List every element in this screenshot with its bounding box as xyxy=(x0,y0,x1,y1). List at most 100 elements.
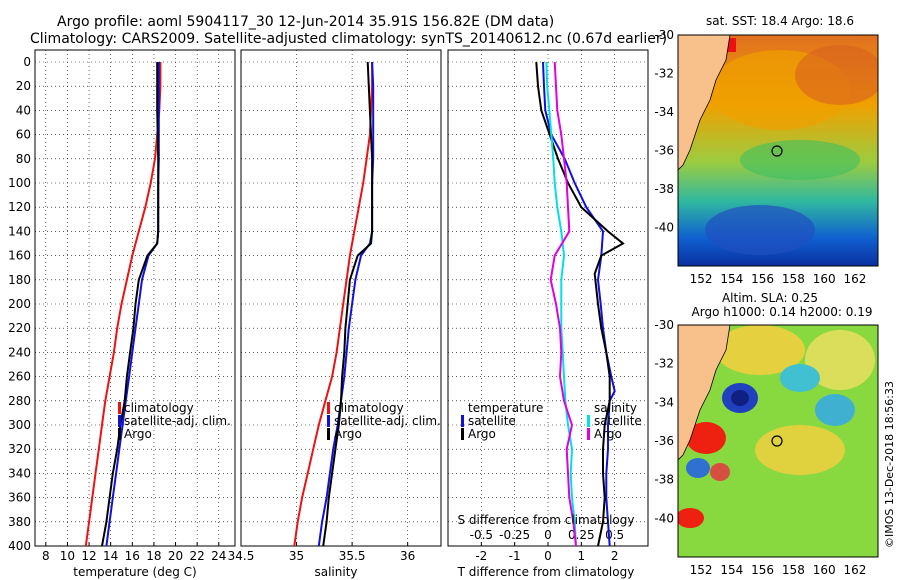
sla-high-patch xyxy=(715,325,805,375)
series-line-salinity-argo xyxy=(549,61,577,547)
series-line-climatology xyxy=(293,62,374,547)
x-tick-label: 24 xyxy=(211,549,226,563)
x-tick-label: 0 xyxy=(544,549,552,563)
s-tick-label: -0.25 xyxy=(499,528,530,542)
legend-label-argo: Argo xyxy=(124,427,152,441)
lat-tick-label: -30 xyxy=(654,318,674,332)
legend-label-t-argo: Argo xyxy=(468,427,496,441)
sla-map: Altim. SLA: 0.25 Argo h1000: 0.14 h2000:… xyxy=(654,291,879,577)
lat-tick-label: -40 xyxy=(654,221,674,235)
salinity-axes-frame xyxy=(240,49,442,547)
sla-low-patch xyxy=(686,458,710,478)
lat-tick-label: -34 xyxy=(654,105,674,119)
float-marker xyxy=(771,145,783,157)
legend-title-temperature: temperature xyxy=(468,401,543,415)
lon-tick-label: 152 xyxy=(690,272,713,286)
sst-lat-labels: -30 -32 -34 -36 -38 -40 xyxy=(654,28,674,235)
coastline xyxy=(678,35,731,171)
depth-tick-label: 120 xyxy=(8,200,31,214)
depth-tick-label: 340 xyxy=(8,466,31,480)
lat-tick-label: -36 xyxy=(654,144,674,158)
depth-tick-label: 40 xyxy=(16,103,31,117)
temperature-tick-labels: 8 10 12 14 16 18 20 22 24 xyxy=(42,549,226,563)
legend-label-satellite: satellite-adj. clim. xyxy=(334,414,441,428)
salinity-tick-labels: 34.5 35 35.5 36 xyxy=(228,549,416,563)
series-line-salinity-satellite xyxy=(545,61,577,547)
sst-cold-patch xyxy=(705,205,815,255)
series-line-temperature-argo xyxy=(535,61,625,547)
s-tick-label: -0.5 xyxy=(470,528,493,542)
temperature-xlabel: temperature (deg C) xyxy=(73,565,196,579)
land-mass xyxy=(678,35,730,170)
difference-panel: -2 -1 0 1 2 -0.5 -0.25 0 0.25 0.5 S difference f… xyxy=(447,49,649,579)
lon-tick-label: 156 xyxy=(751,563,774,577)
sla-map-frame xyxy=(677,324,879,558)
lon-tick-label: 162 xyxy=(843,563,866,577)
series-line-argo xyxy=(101,62,160,547)
legend-label-t-satellite: satellite xyxy=(468,414,516,428)
temperature-grid xyxy=(35,50,235,547)
lon-tick-label: 160 xyxy=(813,563,836,577)
sla-map-image xyxy=(678,325,878,557)
lat-tick-label: -34 xyxy=(654,395,674,409)
sla-lon-labels: 152 154 156 158 160 162 xyxy=(690,563,867,577)
sla-map-title-1: Altim. SLA: 0.25 xyxy=(722,291,818,305)
legend-swatch-climatology xyxy=(327,402,330,414)
depth-tick-label: 400 xyxy=(8,539,31,553)
salinity-panel: 34.5 35 35.5 36 salinity climatology satell… xyxy=(228,49,442,579)
legend-swatch-t-satellite xyxy=(461,415,464,427)
lon-tick-label: 160 xyxy=(813,272,836,286)
depth-tick-label: 160 xyxy=(8,249,31,263)
sla-high-eddy xyxy=(710,463,730,481)
x-tick-label: 16 xyxy=(125,549,140,563)
lat-tick-label: -38 xyxy=(654,473,674,487)
x-tick-label: 10 xyxy=(60,549,75,563)
legend-swatch-s-satellite xyxy=(587,415,590,427)
x-tick-label: 1 xyxy=(578,549,586,563)
series-line-temperature-satellite xyxy=(542,61,616,547)
lat-tick-label: -30 xyxy=(654,28,674,42)
lat-tick-label: -32 xyxy=(654,357,674,371)
legend-swatch-climatology xyxy=(118,402,121,414)
x-tick-label: 12 xyxy=(81,549,96,563)
x-tick-label: 22 xyxy=(190,549,205,563)
sla-lat-labels: -30 -32 -34 -36 -38 -40 xyxy=(654,318,674,525)
s-tick-label: 0 xyxy=(544,528,552,542)
land-mass xyxy=(678,325,730,460)
temperature-series xyxy=(84,62,162,547)
salinity-legend: climatology satellite-adj. clim. Argo xyxy=(327,401,441,441)
x-tick-label: 8 xyxy=(42,549,50,563)
sla-high-eddy xyxy=(678,508,704,528)
sla-low-eddy-core xyxy=(731,390,749,406)
legend-label-satellite: satellite-adj. clim. xyxy=(124,414,231,428)
s-difference-label: S difference from climatology xyxy=(458,513,635,527)
x-tick-label: -1 xyxy=(509,549,521,563)
x-tick-label: -2 xyxy=(475,549,487,563)
s-tick-label: 0.25 xyxy=(568,528,595,542)
legend-swatch-satellite xyxy=(118,415,121,427)
legend-label-s-satellite: satellite xyxy=(594,414,642,428)
difference-legend-salinity: salinity satellite Argo xyxy=(587,401,642,441)
depth-tick-label: 280 xyxy=(8,394,31,408)
sst-map-title: sat. SST: 18.4 Argo: 18.6 xyxy=(706,14,854,28)
depth-tick-label: 60 xyxy=(16,128,31,142)
difference-legend-temperature: temperature satellite Argo xyxy=(461,401,543,441)
sst-map-image xyxy=(678,35,878,266)
depth-tick-label: 20 xyxy=(16,79,31,93)
header-line-2: Climatology: CARS2009. Satellite-adjuste… xyxy=(30,31,667,47)
legend-swatch-satellite xyxy=(327,415,330,427)
lon-tick-label: 158 xyxy=(782,272,805,286)
x-tick-label: 18 xyxy=(146,549,161,563)
depth-tick-label: 0 xyxy=(23,55,31,69)
x-tick-label: 34.5 xyxy=(228,549,255,563)
depth-tick-label: 80 xyxy=(16,152,31,166)
sst-map: sat. SST: 18.4 Argo: 18.6 -30-32-34-36-3… xyxy=(654,14,879,286)
x-tick-label: 35.5 xyxy=(339,549,366,563)
depth-tick-label: 360 xyxy=(8,491,31,505)
x-tick-label: 35 xyxy=(289,549,304,563)
lon-tick-label: 154 xyxy=(720,272,743,286)
depth-tick-label: 100 xyxy=(8,176,31,190)
legend-swatch-argo xyxy=(118,428,121,440)
lon-tick-label: 156 xyxy=(751,272,774,286)
